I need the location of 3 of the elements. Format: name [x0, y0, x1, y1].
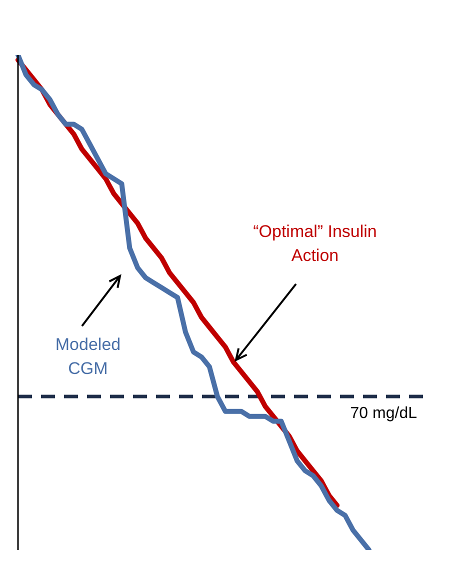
text: Modeled CGM: [54, 334, 122, 380]
text: “Optimal” Insulin Action: [252, 221, 378, 267]
ref-line-label: 70 mg/dL: [350, 404, 418, 422]
